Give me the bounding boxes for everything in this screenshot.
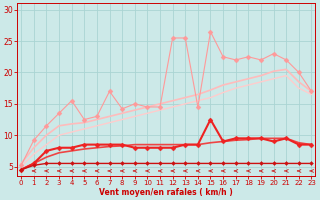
- X-axis label: Vent moyen/en rafales ( km/h ): Vent moyen/en rafales ( km/h ): [100, 188, 233, 197]
